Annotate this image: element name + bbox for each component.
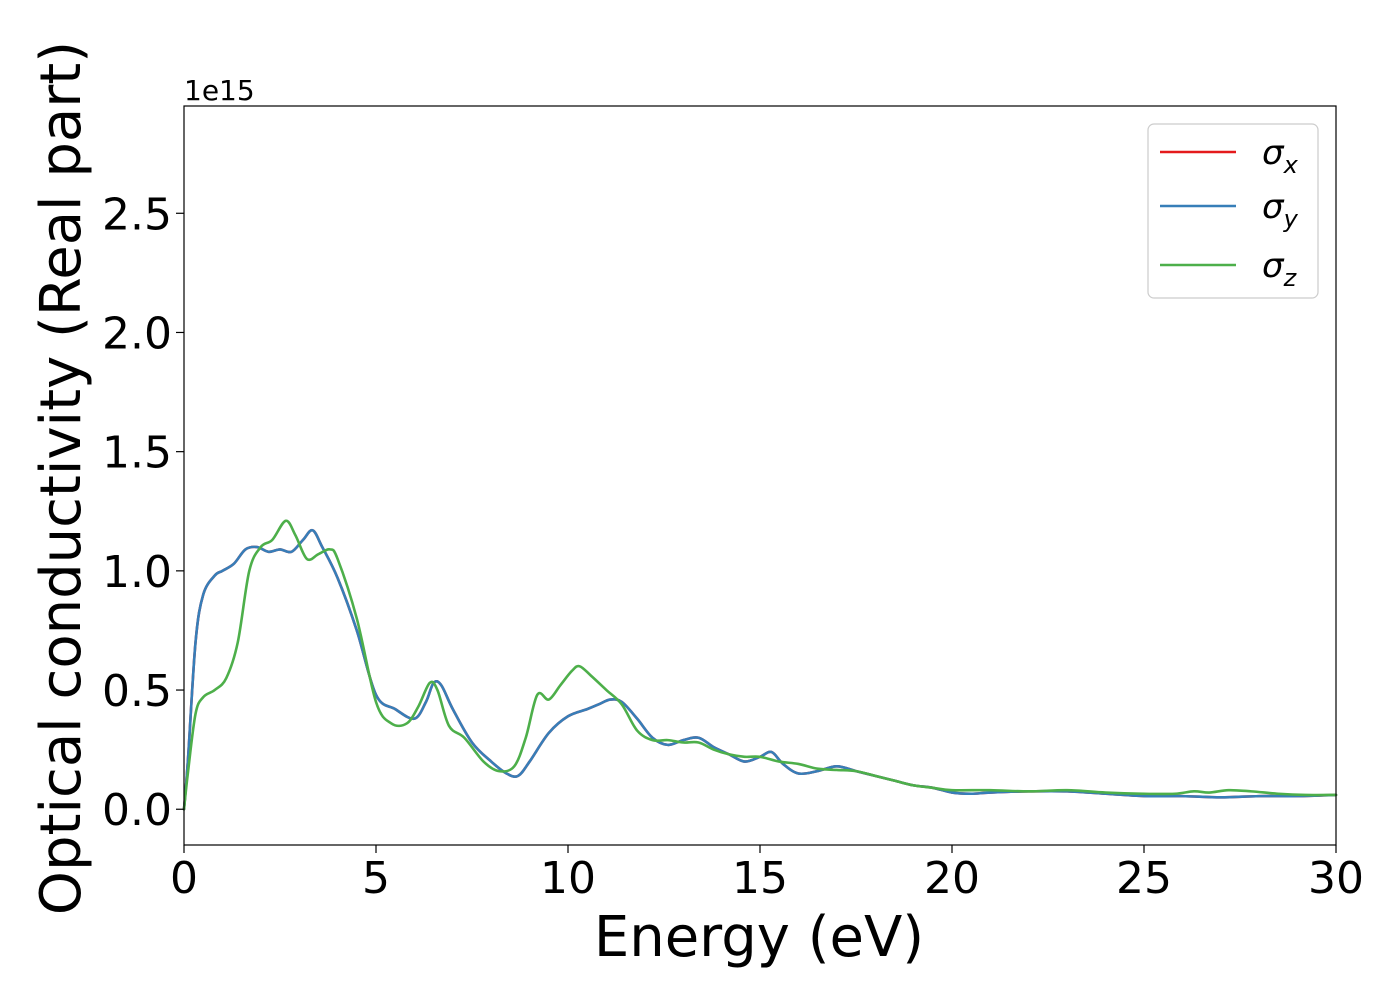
legend-box bbox=[1147, 123, 1319, 299]
x-axis-title: Energy (eV) bbox=[594, 905, 924, 970]
legend-label-sigma-x: σx bbox=[1262, 133, 1299, 179]
legend-symbol: σ bbox=[1262, 246, 1285, 286]
legend-symbol: σ bbox=[1262, 133, 1285, 173]
series-line-sigma-z bbox=[182, 519, 1338, 811]
x-tick-label: 15 bbox=[732, 853, 788, 904]
x-tick-label: 30 bbox=[1308, 853, 1364, 904]
legend-label-sigma-y: σy bbox=[1262, 187, 1299, 233]
x-axis-ticks: 0 5 10 15 20 25 30 bbox=[170, 845, 1364, 904]
y-tick-label: 0.5 bbox=[102, 666, 172, 717]
x-tick-label: 5 bbox=[362, 853, 390, 904]
x-tick-label: 20 bbox=[924, 853, 980, 904]
legend-label-sigma-z: σz bbox=[1262, 246, 1298, 292]
legend-subscript: x bbox=[1283, 151, 1299, 179]
x-tick-label: 10 bbox=[540, 853, 596, 904]
legend-subscript: z bbox=[1283, 264, 1298, 292]
y-tick-label: 2.5 bbox=[102, 189, 172, 240]
y-offset-label: 1e15 bbox=[184, 74, 255, 107]
series-line-sigma-y bbox=[182, 528, 1338, 811]
y-axis-title: Optical conductivity (Real part) bbox=[29, 41, 94, 915]
legend-subscript: y bbox=[1283, 205, 1299, 233]
y-tick-label: 0.0 bbox=[102, 785, 172, 836]
x-tick-label: 25 bbox=[1116, 853, 1172, 904]
y-tick-label: 2.0 bbox=[102, 308, 172, 359]
x-tick-label: 0 bbox=[170, 853, 198, 904]
y-tick-label: 1.5 bbox=[102, 428, 172, 479]
series-layer bbox=[182, 519, 1338, 811]
y-axis-ticks: 0.0 0.5 1.0 1.5 2.0 2.5 bbox=[102, 189, 184, 836]
y-tick-label: 1.0 bbox=[102, 547, 172, 598]
legend-symbol: σ bbox=[1262, 187, 1285, 227]
